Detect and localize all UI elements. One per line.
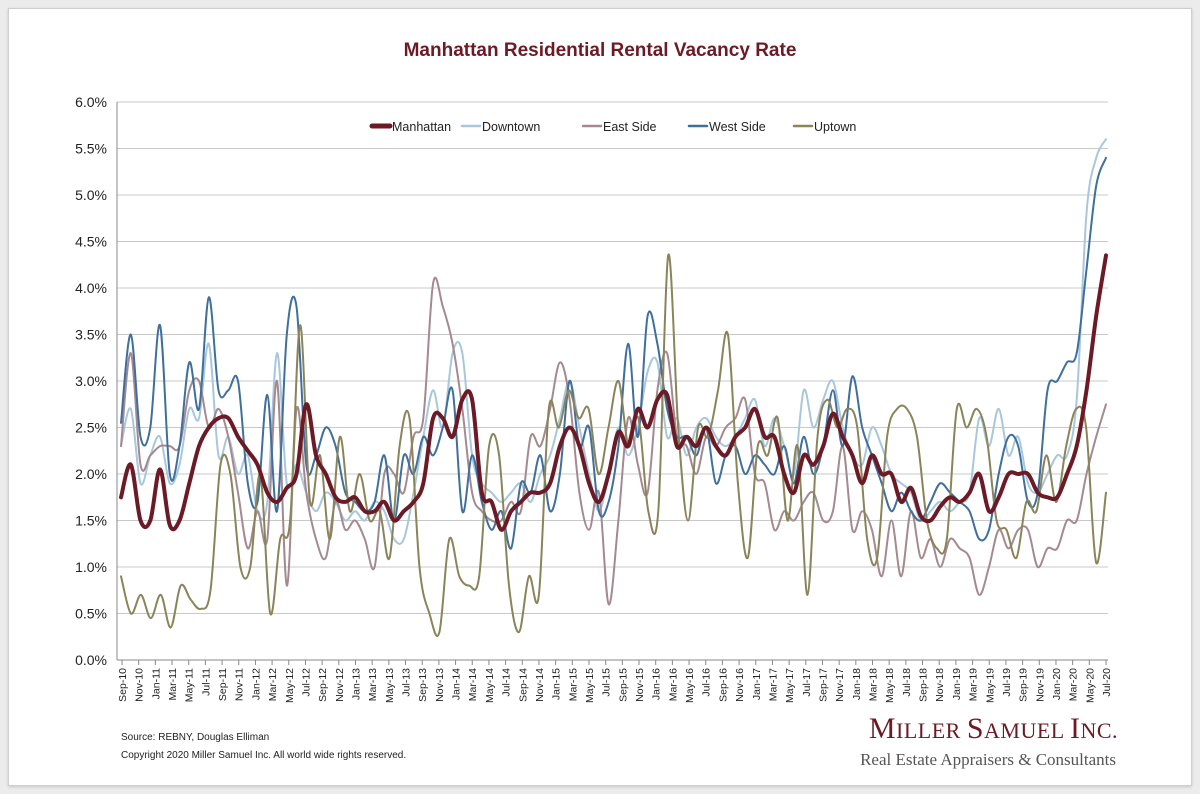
y-tick-label: 3.5% — [75, 327, 107, 343]
x-tick-label: Jul-11 — [200, 668, 212, 696]
x-tick-label: Sep-16 — [717, 668, 729, 702]
x-tick-label: Nov-19 — [1034, 668, 1046, 702]
legend-label: West Side — [709, 120, 766, 134]
legend-label: East Side — [603, 120, 657, 134]
y-tick-label: 5.5% — [75, 141, 107, 157]
x-tick-label: Jan-14 — [451, 668, 463, 700]
x-tick-label: Sep-17 — [817, 668, 829, 702]
x-tick-label: Jul-12 — [300, 668, 312, 697]
x-tick-label: Mar-14 — [467, 668, 479, 701]
x-tick-label: May-19 — [984, 668, 996, 703]
x-tick-label: Sep-19 — [1018, 668, 1030, 702]
company-tagline: Real Estate Appraisers & Consultants — [860, 750, 1116, 769]
source-note: Source: REBNY, Douglas Elliman — [121, 732, 270, 743]
x-tick-label: Sep-11 — [217, 668, 229, 701]
x-tick-label: May-14 — [484, 668, 496, 703]
y-tick-label: 2.0% — [75, 466, 107, 482]
x-tick-label: May-18 — [884, 668, 896, 703]
y-tick-label: 3.0% — [75, 373, 107, 389]
x-tick-label: Mar-15 — [567, 668, 579, 701]
x-tick-label: Sep-15 — [617, 668, 629, 702]
x-tick-label: Mar-20 — [1068, 668, 1080, 701]
x-tick-label: Nov-13 — [434, 668, 446, 702]
chart-card — [8, 8, 1192, 786]
x-tick-label: May-11 — [184, 668, 196, 702]
x-tick-label: May-13 — [384, 668, 396, 703]
series-line-manhattan — [119, 253, 1108, 532]
chart-title: Manhattan Residential Rental Vacancy Rat… — [403, 40, 797, 61]
x-tick-label: Jul-20 — [1101, 668, 1113, 697]
x-tick-label: Nov-12 — [334, 668, 346, 702]
y-tick-label: 2.5% — [75, 420, 107, 436]
x-tick-label: Mar-19 — [968, 668, 980, 701]
y-tick-label: 0.5% — [75, 606, 107, 622]
x-tick-label: May-20 — [1084, 668, 1096, 703]
x-tick-label: Mar-13 — [367, 668, 379, 701]
x-tick-label: Nov-11 — [234, 668, 246, 701]
x-tick-label: Jan-17 — [751, 668, 763, 700]
x-tick-label: Sep-12 — [317, 668, 329, 702]
x-tick-label: May-17 — [784, 668, 796, 703]
x-tick-label: Jul-13 — [401, 668, 413, 697]
x-tick-label: Sep-14 — [517, 668, 529, 702]
y-tick-label: 4.0% — [75, 280, 107, 296]
x-tick-label: Jul-16 — [701, 668, 713, 697]
x-tick-label: Nov-18 — [934, 668, 946, 702]
x-tick-label: Mar-16 — [667, 668, 679, 701]
x-tick-label: Nov-10 — [134, 668, 146, 702]
x-tick-label: Jul-17 — [801, 668, 813, 697]
x-tick-label: Nov-15 — [634, 668, 646, 702]
x-tick-label: Jul-18 — [901, 668, 913, 697]
copyright-note: Copyright 2020 Miller Samuel Inc. All wo… — [121, 750, 407, 761]
x-tick-label: Jan-12 — [250, 668, 262, 700]
x-tick-label: Jan-20 — [1051, 668, 1063, 700]
y-tick-label: 5.0% — [75, 187, 107, 203]
x-tick-label: Jan-16 — [651, 668, 663, 700]
x-tick-label: Sep-18 — [918, 668, 930, 702]
y-tick-label: 1.0% — [75, 559, 107, 575]
x-tick-label: Jul-19 — [1001, 668, 1013, 697]
x-tick-label: Jan-15 — [551, 668, 563, 700]
x-tick-label: May-15 — [584, 668, 596, 703]
y-tick-label: 1.5% — [75, 513, 107, 529]
x-tick-label: Mar-12 — [267, 668, 279, 701]
x-tick-label: May-12 — [284, 668, 296, 703]
x-tick-label: Nov-17 — [834, 668, 846, 702]
x-tick-label: Jul-14 — [501, 668, 513, 697]
y-tick-label: 0.0% — [75, 652, 107, 668]
x-tick-label: Mar-18 — [868, 668, 880, 701]
series-line-west-side — [120, 156, 1107, 550]
company-logo: MILLER SAMUEL INC. — [868, 712, 1118, 745]
y-tick-label: 4.5% — [75, 234, 107, 250]
legend-label: Manhattan — [392, 120, 451, 134]
x-tick-label: Jan-13 — [350, 668, 362, 700]
x-tick-label: Nov-16 — [734, 668, 746, 702]
legend-label: Downtown — [482, 120, 540, 134]
x-tick-label: May-16 — [684, 668, 696, 703]
x-tick-label: Sep-10 — [117, 668, 129, 702]
legend-label: Uptown — [814, 120, 856, 134]
x-tick-label: Jan-18 — [851, 668, 863, 700]
x-tick-label: Jan-11 — [150, 668, 162, 699]
x-tick-label: Sep-13 — [417, 668, 429, 702]
x-tick-label: Mar-17 — [767, 668, 779, 701]
y-tick-label: 6.0% — [75, 94, 107, 110]
x-tick-label: Jan-19 — [951, 668, 963, 700]
series-line-uptown — [120, 253, 1107, 637]
x-tick-label: Jul-15 — [601, 668, 613, 697]
x-tick-label: Nov-14 — [534, 668, 546, 702]
x-tick-label: Mar-11 — [167, 668, 179, 701]
